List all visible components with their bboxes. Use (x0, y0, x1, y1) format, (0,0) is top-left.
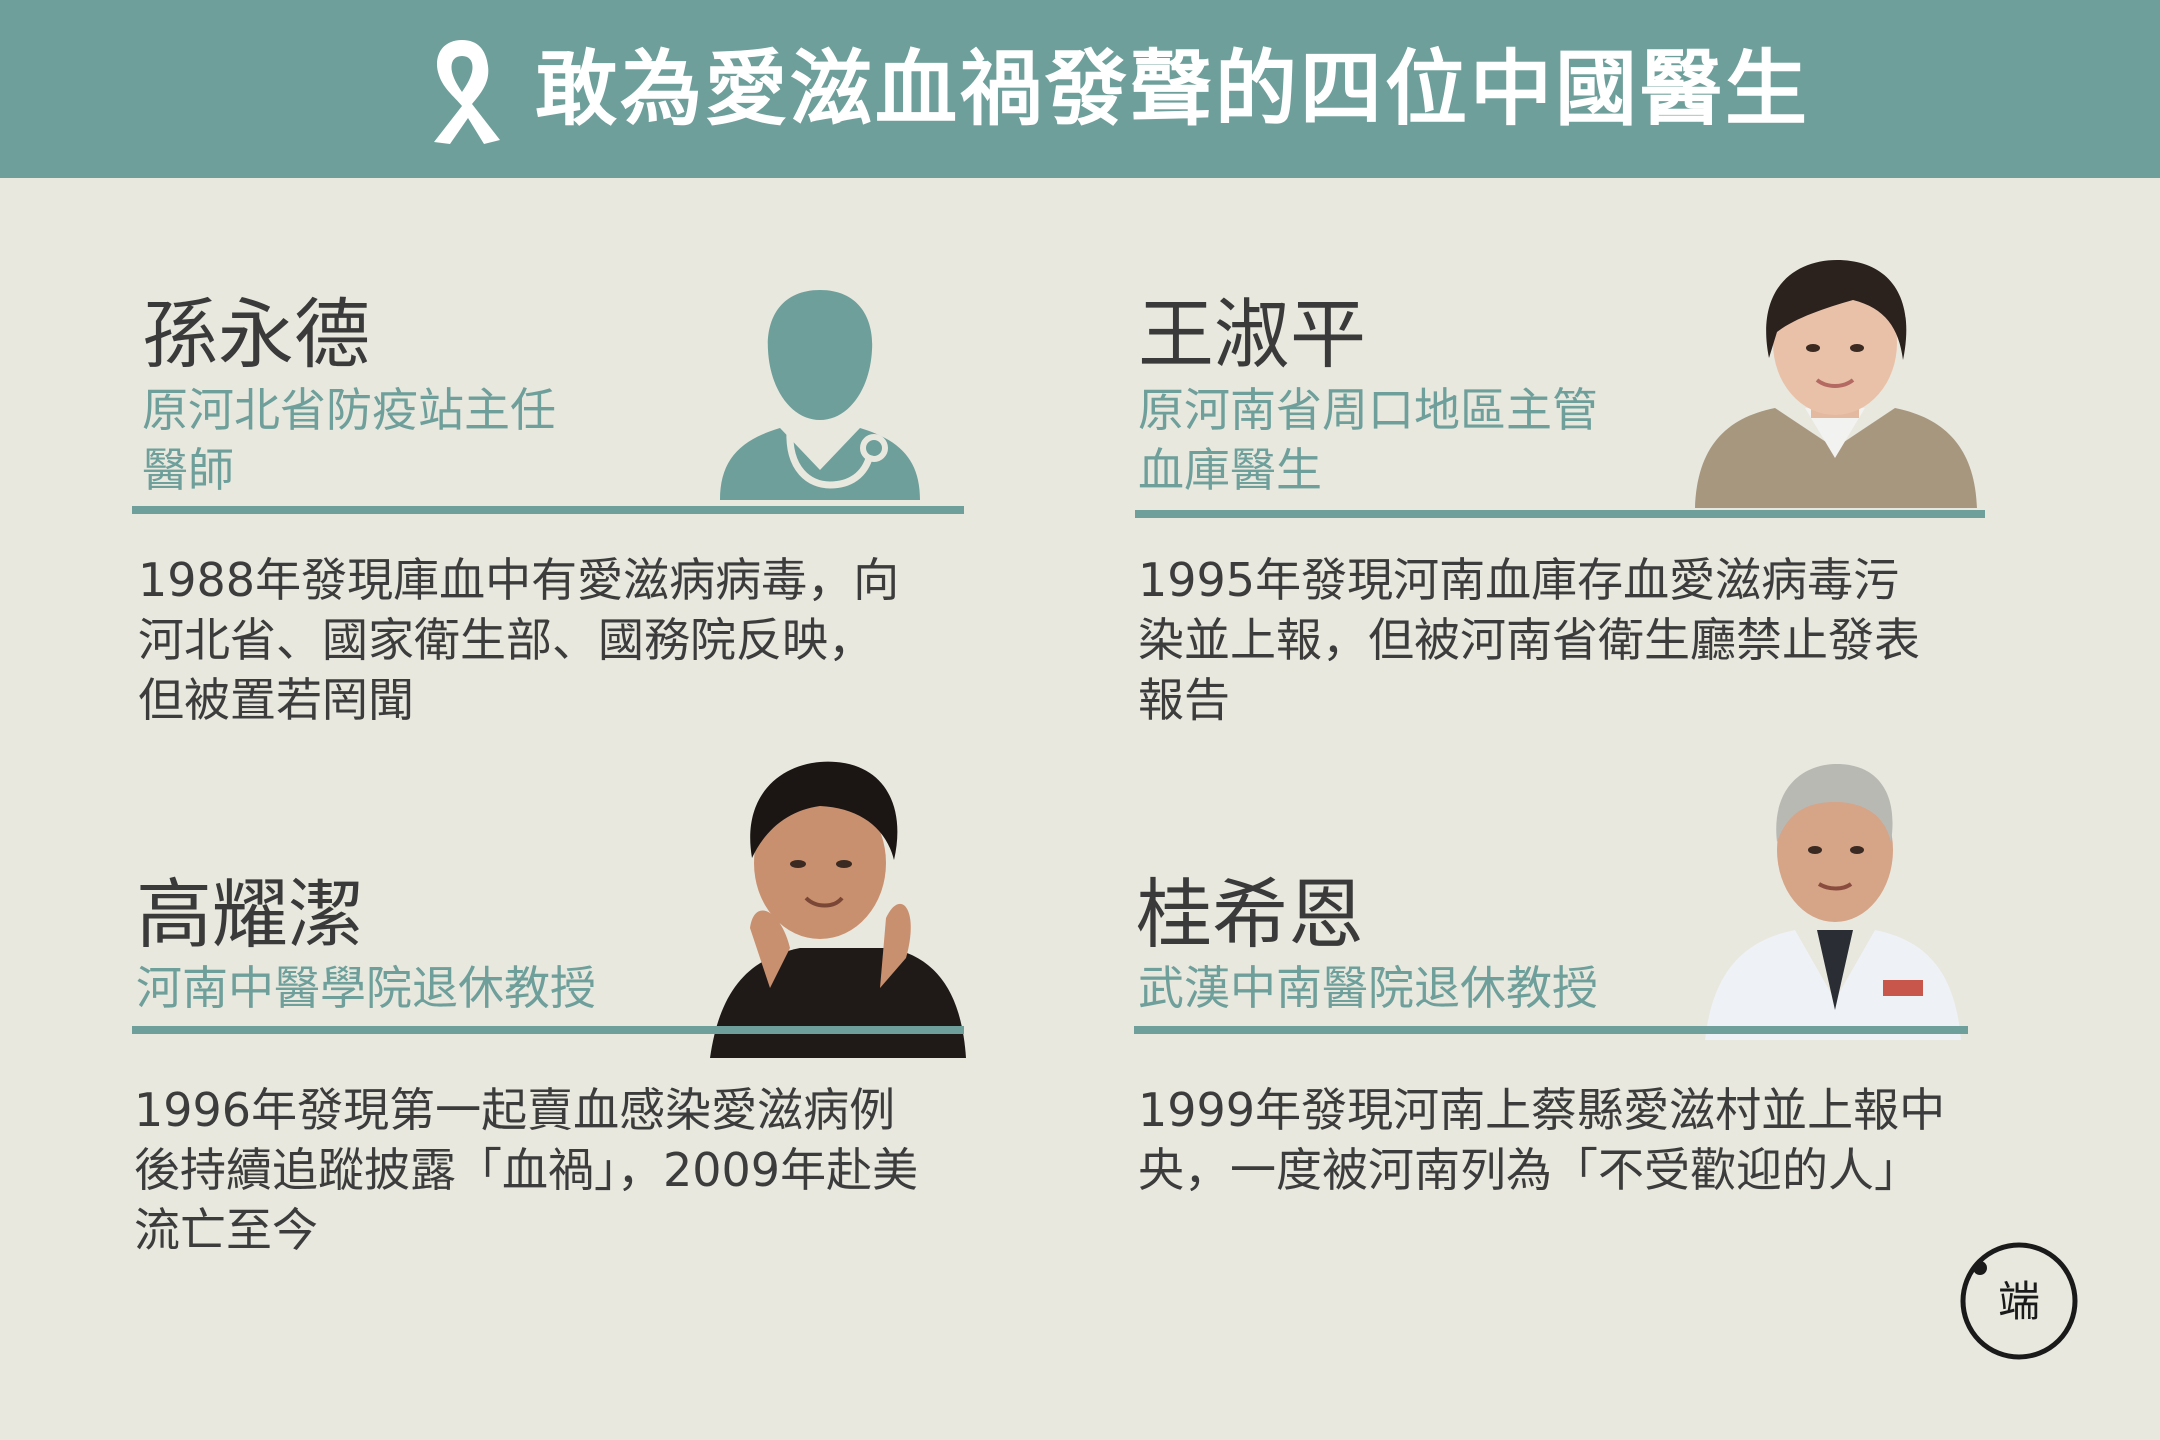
desc-line: 1999年發現河南上蔡縣愛滋村並上報中 (1138, 1083, 1946, 1137)
woman-portrait (1695, 260, 1977, 508)
doctor-role: 武漢中南醫院退休教授 (1138, 958, 1738, 1018)
doctor-card-gui-xien: 桂希恩 武漢中南醫院退休教授 1999年發現河南上蔡縣愛滋村並上報中 央，一度被… (1130, 750, 1980, 1270)
doctor-role-line: 醫師 (142, 443, 234, 497)
doctor-role-line: 血庫醫生 (1138, 443, 1322, 497)
desc-line: 央，一度被河南列為「不受歡迎的人」 (1138, 1143, 1920, 1197)
doctor-role-line: 武漢中南醫院退休教授 (1138, 961, 1598, 1015)
doctor-description: 1996年發現第一起賣血感染愛滋病例 後持續追蹤披露「血禍」，2009年赴美 流… (134, 1080, 954, 1260)
divider (132, 1026, 964, 1034)
doctor-role-line: 原河南省周口地區主管 (1138, 383, 1598, 437)
doctor-role: 河南中醫學院退休教授 (136, 958, 736, 1018)
doctor-role-line: 原河北省防疫站主任 (142, 383, 556, 437)
divider (132, 506, 964, 514)
desc-line: 流亡至今 (134, 1203, 318, 1257)
initium-logo-icon: 端 (1960, 1242, 2078, 1360)
desc-line: 報告 (1138, 673, 1230, 727)
desc-line: 河北省、國家衛生部、國務院反映， (138, 613, 874, 667)
doctor-card-wang-shuping: 王淑平 原河南省周口地區主管 血庫醫生 1995年發現河南血庫存血愛滋病毒污 染… (1130, 260, 1985, 790)
page-title: 敢為愛滋血禍發聲的四位中國醫生 (535, 42, 1811, 137)
doctor-name: 王淑平 (1138, 290, 1366, 379)
doctor-name: 孫永德 (142, 290, 370, 379)
doctor-name: 高耀潔 (136, 870, 364, 959)
doctor-card-gao-yaojie: 高耀潔 河南中醫學院退休教授 1996年發現第一起賣血感染愛滋病例 後持續追蹤披… (130, 750, 980, 1270)
doctor-description: 1988年發現庫血中有愛滋病病毒，向 河北省、國家衛生部、國務院反映， 但被置若… (138, 550, 958, 730)
doctor-in-coat-portrait (1705, 764, 1961, 1040)
doctor-role: 原河北省防疫站主任 醫師 (142, 380, 742, 500)
logo-text: 端 (1998, 1277, 2040, 1326)
doctor-role: 原河南省周口地區主管 血庫醫生 (1138, 380, 1738, 500)
doctor-silhouette-icon (720, 290, 920, 500)
desc-line: 後持續追蹤披露「血禍」，2009年赴美 (134, 1143, 919, 1197)
doctor-role-line: 河南中醫學院退休教授 (136, 961, 596, 1015)
header-banner: 敢為愛滋血禍發聲的四位中國醫生 (0, 0, 2160, 178)
desc-line: 1995年發現河南血庫存血愛滋病毒污 (1138, 553, 1900, 607)
desc-line: 染並上報，但被河南省衛生廳禁止發表 (1138, 613, 1920, 667)
divider (1135, 510, 1985, 518)
divider (1134, 1026, 1968, 1034)
desc-line: 1988年發現庫血中有愛滋病病毒，向 (138, 553, 900, 607)
doctor-card-sun-yongde: 孫永德 原河北省防疫站主任 醫師 1988年發現庫血中有愛滋病病毒，向 河北省、… (130, 270, 980, 790)
desc-line: 1996年發現第一起賣血感染愛滋病例 (134, 1083, 896, 1137)
doctor-description: 1999年發現河南上蔡縣愛滋村並上報中 央，一度被河南列為「不受歡迎的人」 (1138, 1080, 1958, 1200)
elderly-woman-portrait (710, 761, 966, 1058)
doctor-description: 1995年發現河南血庫存血愛滋病毒污 染並上報，但被河南省衛生廳禁止發表 報告 (1138, 550, 1958, 730)
doctor-name: 桂希恩 (1136, 870, 1364, 959)
desc-line: 但被置若罔聞 (138, 673, 414, 727)
aids-ribbon-icon (434, 40, 500, 144)
